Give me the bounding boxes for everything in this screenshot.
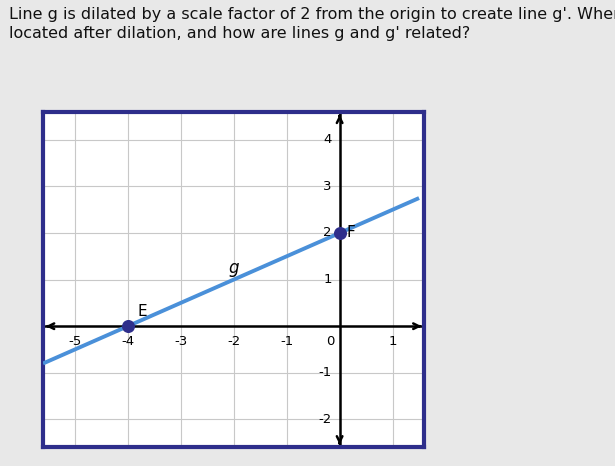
Text: 0: 0 xyxy=(326,335,335,348)
Text: 1: 1 xyxy=(388,335,397,348)
Text: 4: 4 xyxy=(323,133,331,146)
Text: -5: -5 xyxy=(68,335,81,348)
Text: 3: 3 xyxy=(323,180,331,193)
Text: F: F xyxy=(346,225,355,240)
Text: E: E xyxy=(137,304,147,319)
Text: -1: -1 xyxy=(319,366,331,379)
Text: g: g xyxy=(228,259,239,277)
Text: -2: -2 xyxy=(319,413,331,426)
Text: -3: -3 xyxy=(174,335,188,348)
Text: 2: 2 xyxy=(323,226,331,240)
Point xyxy=(123,322,133,330)
Text: -1: -1 xyxy=(280,335,293,348)
Text: Line g is dilated by a scale factor of 2 from the origin to create line g'. Wher: Line g is dilated by a scale factor of 2… xyxy=(9,7,615,22)
Text: located after dilation, and how are lines g and g' related?: located after dilation, and how are line… xyxy=(9,26,470,41)
Point xyxy=(335,229,344,237)
Text: 1: 1 xyxy=(323,273,331,286)
Text: -4: -4 xyxy=(121,335,134,348)
Text: -2: -2 xyxy=(227,335,240,348)
